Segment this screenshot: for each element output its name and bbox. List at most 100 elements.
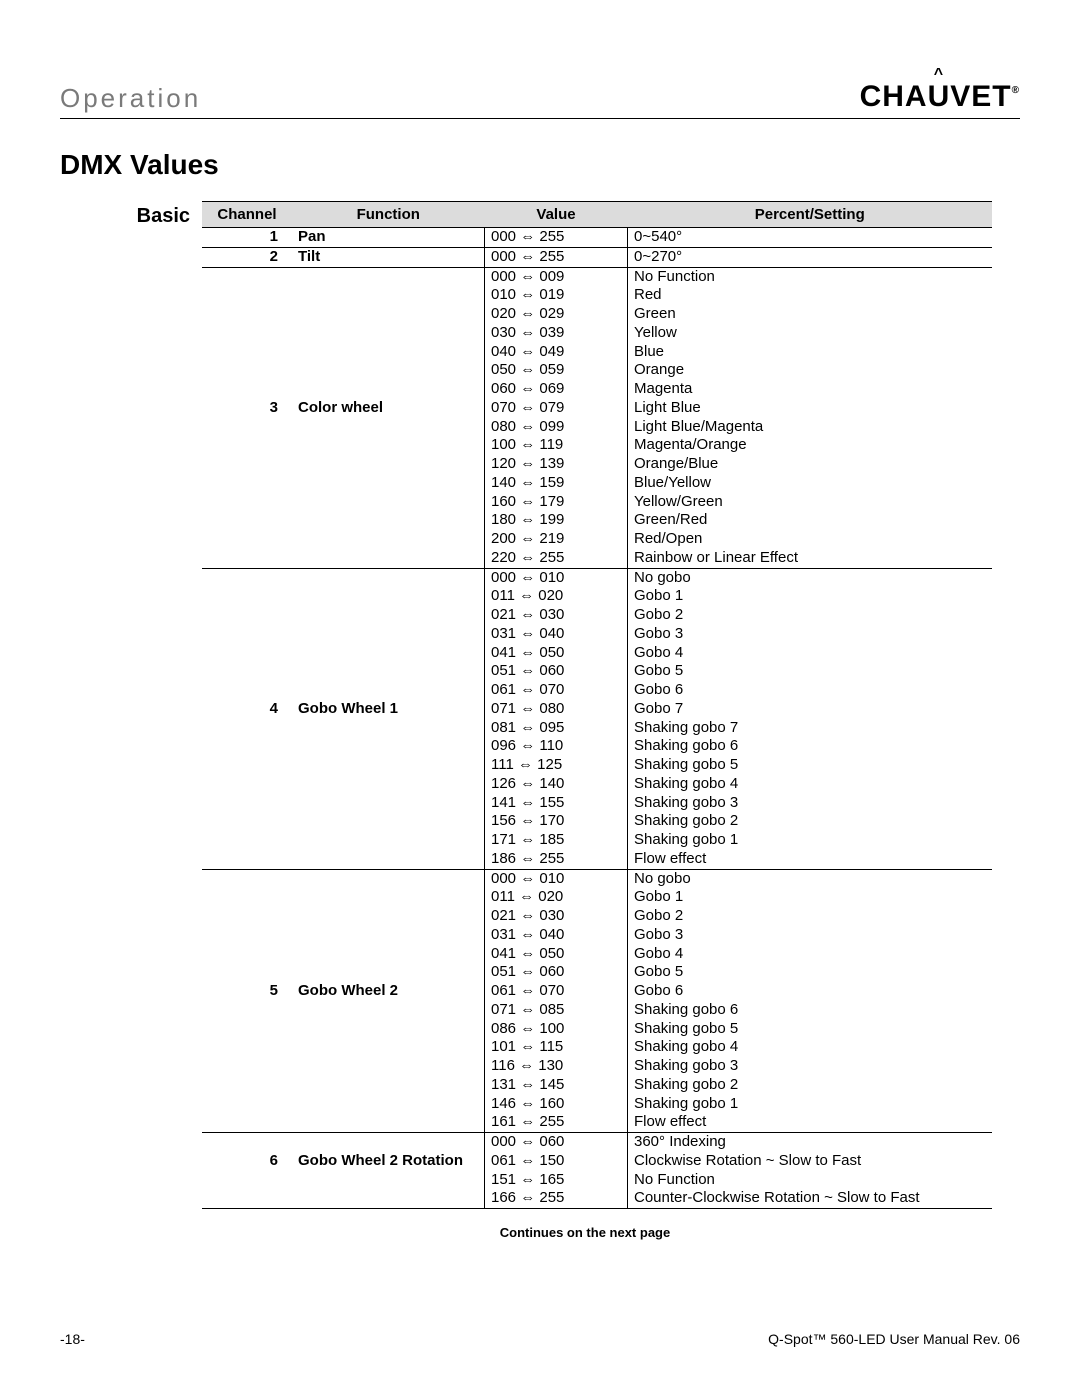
function-cell-empty [292,963,485,982]
value-cell: 011 ⇔ 020 [485,888,628,907]
setting-cell: No Function [628,267,993,286]
value-cell: 050 ⇔ 059 [485,361,628,380]
setting-cell: Shaking gobo 6 [628,737,993,756]
channel-cell: 5 [202,982,292,1001]
table-row: 101 ⇔ 115Shaking gobo 4 [202,1038,992,1057]
channel-cell: 6 [202,1152,292,1171]
channel-cell-empty [202,1020,292,1039]
table-row: 5Gobo Wheel 2061 ⇔ 070Gobo 6 [202,982,992,1001]
dmx-values-table: Channel Function Value Percent/Setting 1… [202,201,992,1209]
value-cell: 051 ⇔ 060 [485,963,628,982]
setting-cell: Magenta/Orange [628,436,993,455]
function-cell: Gobo Wheel 2 Rotation [292,1152,485,1171]
function-cell: Gobo Wheel 1 [292,700,485,719]
channel-cell-empty [202,267,292,286]
page-title: DMX Values [60,149,1020,181]
function-cell-empty [292,794,485,813]
function-cell-empty [292,681,485,700]
channel-cell-empty [202,681,292,700]
function-cell: Gobo Wheel 2 [292,982,485,1001]
table-row: 180 ⇔ 199Green/Red [202,511,992,530]
setting-cell: No gobo [628,869,993,888]
table-row: 161 ⇔ 255Flow effect [202,1113,992,1132]
setting-cell: Yellow [628,324,993,343]
channel-cell-empty [202,662,292,681]
table-row: 160 ⇔ 179Yellow/Green [202,493,992,512]
table-row: 021 ⇔ 030Gobo 2 [202,606,992,625]
channel-cell-empty [202,1057,292,1076]
value-cell: 126 ⇔ 140 [485,775,628,794]
value-cell: 000 ⇔ 010 [485,869,628,888]
table-row: 186 ⇔ 255Flow effect [202,850,992,869]
channel-cell-empty [202,305,292,324]
setting-cell: Gobo 4 [628,945,993,964]
value-cell: 101 ⇔ 115 [485,1038,628,1057]
setting-cell: Shaking gobo 1 [628,1095,993,1114]
function-cell-empty [292,1001,485,1020]
channel-cell-empty [202,926,292,945]
function-cell-empty [292,305,485,324]
table-row: 120 ⇔ 139Orange/Blue [202,455,992,474]
channel-cell-empty [202,286,292,305]
value-cell: 071 ⇔ 085 [485,1001,628,1020]
setting-cell: Shaking gobo 3 [628,1057,993,1076]
channel-cell: 2 [202,247,292,267]
table-row: 040 ⇔ 049Blue [202,343,992,362]
table-row: 020 ⇔ 029Green [202,305,992,324]
value-cell: 051 ⇔ 060 [485,662,628,681]
channel-cell-empty [202,511,292,530]
setting-cell: Shaking gobo 4 [628,775,993,794]
table-row: 030 ⇔ 039Yellow [202,324,992,343]
function-cell-empty [292,775,485,794]
function-cell-empty [292,907,485,926]
value-cell: 071 ⇔ 080 [485,700,628,719]
channel-cell-empty [202,1076,292,1095]
brand-text-right: VET [950,80,1011,113]
col-function: Function [292,202,485,228]
function-cell-empty [292,945,485,964]
channel-cell-empty [202,869,292,888]
value-cell: 131 ⇔ 145 [485,1076,628,1095]
channel-cell-empty [202,888,292,907]
value-cell: 000 ⇔ 255 [485,247,628,267]
channel-cell-empty [202,455,292,474]
setting-cell: Gobo 3 [628,625,993,644]
manual-title: Q-Spot™ 560-LED User Manual Rev. 06 [768,1331,1020,1347]
value-cell: 141 ⇔ 155 [485,794,628,813]
table-row: 041 ⇔ 050Gobo 4 [202,644,992,663]
value-cell: 080 ⇔ 099 [485,418,628,437]
channel-cell-empty [202,1001,292,1020]
setting-cell: Shaking gobo 2 [628,1076,993,1095]
channel-cell-empty [202,1038,292,1057]
setting-cell: Gobo 6 [628,982,993,1001]
setting-cell: Rainbow or Linear Effect [628,549,993,568]
function-cell-empty [292,1133,485,1152]
setting-cell: Gobo 5 [628,662,993,681]
table-row: 051 ⇔ 060Gobo 5 [202,662,992,681]
function-cell-empty [292,644,485,663]
table-row: 156 ⇔ 170Shaking gobo 2 [202,812,992,831]
function-cell-empty [292,831,485,850]
value-cell: 100 ⇔ 119 [485,436,628,455]
page: Operation CHAUVET® DMX Values Basic Chan… [0,0,1080,1397]
table-row: 011 ⇔ 020Gobo 1 [202,888,992,907]
value-cell: 010 ⇔ 019 [485,286,628,305]
table-row: 096 ⇔ 110Shaking gobo 6 [202,737,992,756]
value-cell: 031 ⇔ 040 [485,625,628,644]
brand-reg-mark: ® [1012,85,1020,96]
function-cell-empty [292,1113,485,1132]
table-row: 000 ⇔ 060360° Indexing [202,1133,992,1152]
table-row: 166 ⇔ 255Counter-Clockwise Rotation ~ Sl… [202,1189,992,1208]
function-cell-empty [292,812,485,831]
function-cell-empty [292,1095,485,1114]
channel-cell-empty [202,606,292,625]
value-cell: 060 ⇔ 069 [485,380,628,399]
channel-cell-empty [202,945,292,964]
function-cell-empty [292,493,485,512]
value-cell: 180 ⇔ 199 [485,511,628,530]
function-cell-empty [292,1171,485,1190]
function-cell-empty [292,756,485,775]
function-cell-empty [292,1076,485,1095]
table-row: 141 ⇔ 155Shaking gobo 3 [202,794,992,813]
channel-cell-empty [202,1095,292,1114]
